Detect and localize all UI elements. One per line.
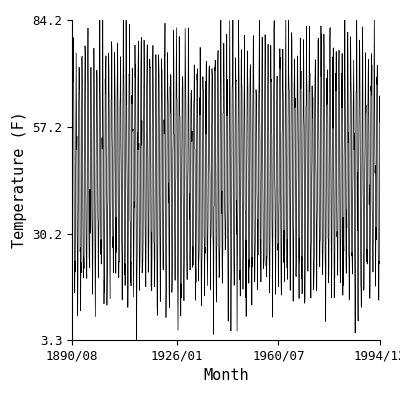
Y-axis label: Temperature (F): Temperature (F) — [12, 112, 27, 248]
X-axis label: Month: Month — [203, 368, 249, 383]
